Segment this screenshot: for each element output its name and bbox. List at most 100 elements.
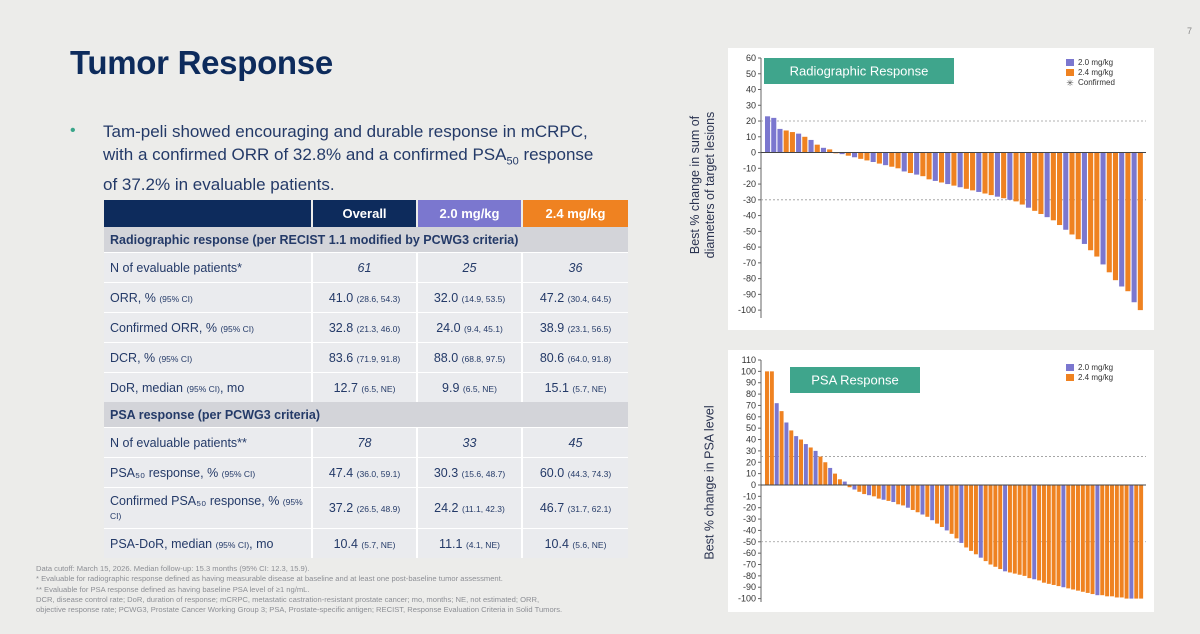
bar — [1063, 152, 1069, 230]
y-tick-label: -90 — [743, 582, 756, 592]
bar — [1100, 484, 1105, 596]
y-tick-label: 80 — [746, 389, 756, 399]
bar — [1100, 152, 1106, 265]
bar — [1131, 152, 1137, 303]
bar — [828, 467, 833, 485]
bar — [910, 484, 915, 510]
cell-value: 41.0 — [328, 290, 354, 305]
cell-value: 47.2 — [539, 290, 565, 305]
bar — [983, 484, 988, 562]
cell-ci: (31.7, 62.1) — [567, 504, 612, 514]
y-tick-label: -30 — [743, 514, 756, 524]
y-tick-label: 60 — [746, 412, 756, 422]
bar — [774, 403, 779, 485]
table-cell: 46.7 (31.7, 62.1) — [521, 487, 628, 528]
bar — [1119, 484, 1124, 598]
y-tick-label: 30 — [746, 100, 756, 110]
cell-value: 30.3 — [433, 465, 459, 480]
response-table: Overall 2.0 mg/kg 2.4 mg/kg Radiographic… — [104, 200, 628, 558]
footnotes: Data cutoff: March 15, 2026. Median foll… — [36, 564, 676, 615]
row-label-ci: (95% CI) — [215, 539, 250, 550]
psa-chart-svg: 1101009080706050403020100-10-20-30-40-50… — [738, 355, 1146, 604]
y-tick-label: 110 — [742, 355, 756, 365]
bar — [783, 130, 789, 153]
table-row-label: PSA₅₀ response, % (95% CI) — [104, 457, 311, 487]
bar — [784, 422, 789, 485]
table-row-label: DoR, median (95% CI), mo — [104, 372, 311, 402]
row-label-text: Confirmed ORR, % — [110, 320, 221, 335]
row-label-suffix: , mo — [219, 380, 245, 395]
bar — [847, 484, 852, 488]
table-cell: 83.6 (71.9, 91.8) — [311, 342, 416, 372]
bar — [982, 152, 988, 194]
bar — [1012, 484, 1017, 574]
bar — [1032, 484, 1037, 580]
bullet-line-3: of 37.2% in evaluable patients. — [103, 175, 335, 195]
bar — [895, 152, 901, 169]
bar — [938, 152, 945, 183]
bar — [998, 484, 1003, 570]
y-tick-label: 30 — [746, 446, 756, 456]
cell-value: 11.1 — [439, 536, 463, 551]
y-tick-label: -100 — [738, 594, 756, 604]
cell-ci: (9.4, 45.1) — [464, 323, 503, 334]
bar — [1129, 484, 1134, 599]
bar — [1032, 152, 1038, 211]
legend-label: Confirmed — [1078, 78, 1115, 87]
table-row: Confirmed ORR, % (95% CI) 32.8 (21.3, 46.… — [104, 312, 628, 342]
bar — [944, 484, 949, 531]
y-tick-label: 100 — [741, 366, 756, 376]
table-row: DCR, % (95% CI) 83.6 (71.9, 91.8) 88.0 (68… — [104, 342, 628, 372]
bar — [789, 132, 795, 153]
bar — [779, 411, 784, 485]
legend-label: 2.0 mg/kg — [1078, 58, 1113, 67]
table-cell: 30.3 (15.6, 48.7) — [416, 457, 521, 487]
response-table-body: Overall 2.0 mg/kg 2.4 mg/kg Radiographic… — [104, 200, 628, 558]
row-label-ci: (95% CI) — [221, 468, 256, 479]
y-tick-label: -60 — [743, 242, 756, 252]
y-tick-label: 40 — [746, 435, 756, 445]
bar — [976, 152, 982, 192]
bar — [813, 450, 818, 485]
y-tick-label: 10 — [746, 469, 756, 479]
radiographic-y-axis-label: Best % change in sum of diameters of tar… — [688, 70, 718, 300]
bar — [1134, 484, 1139, 599]
bar — [1066, 484, 1071, 589]
bullet-line-2-post: response — [518, 145, 594, 164]
cell-value: 45 — [568, 435, 583, 450]
row-label-text: N of evaluable patients* — [110, 260, 243, 275]
table-section-row: Radiographic response (per RECIST 1.1 mo… — [104, 227, 628, 252]
table-header-row: Overall 2.0 mg/kg 2.4 mg/kg — [104, 200, 628, 227]
bar — [1061, 484, 1066, 588]
bar — [852, 484, 857, 490]
table-cell: 10.4 (5.7, NE) — [311, 528, 416, 558]
table-header-2-0-mgkg: 2.0 mg/kg — [416, 200, 521, 227]
row-label-ci: (95% CI) — [159, 293, 193, 304]
table-row-label: Confirmed ORR, % (95% CI) — [104, 312, 311, 342]
bar — [818, 456, 823, 485]
table-cell: 9.9 (6.5, NE) — [416, 372, 521, 402]
table-cell: 47.2 (30.4, 64.5) — [521, 282, 628, 312]
bar — [1139, 484, 1144, 599]
y-tick-label: -80 — [743, 571, 756, 581]
cell-value: 25 — [462, 260, 477, 275]
radiographic-y-axis-label-line-2: diameters of target lesions — [703, 111, 717, 259]
table-cell: 41.0 (28.6, 54.3) — [311, 282, 416, 312]
bullet-line-2-pre: with a confirmed ORR of 32.8% and a conf… — [103, 145, 507, 164]
row-label-text: DoR, median — [110, 380, 187, 395]
cell-value: 83.6 — [328, 350, 354, 365]
bar — [954, 484, 959, 539]
bar — [823, 462, 828, 485]
bar — [1037, 484, 1042, 581]
cell-value: 60.0 — [539, 465, 565, 480]
y-tick-label: -70 — [743, 258, 756, 268]
footnote-4: DCR, disease control rate; DoR, duration… — [36, 594, 540, 604]
bar — [1106, 152, 1112, 273]
psa-y-axis-label: Best % change in PSA level — [703, 393, 718, 573]
bar — [1119, 152, 1125, 287]
row-label-ci: (95% CI) — [220, 323, 254, 334]
table-section-title: Radiographic response (per RECIST 1.1 mo… — [104, 227, 628, 252]
cell-ci: (14.9, 53.5) — [461, 293, 506, 304]
table-cell: 36 — [521, 252, 628, 282]
bar — [1094, 152, 1100, 257]
